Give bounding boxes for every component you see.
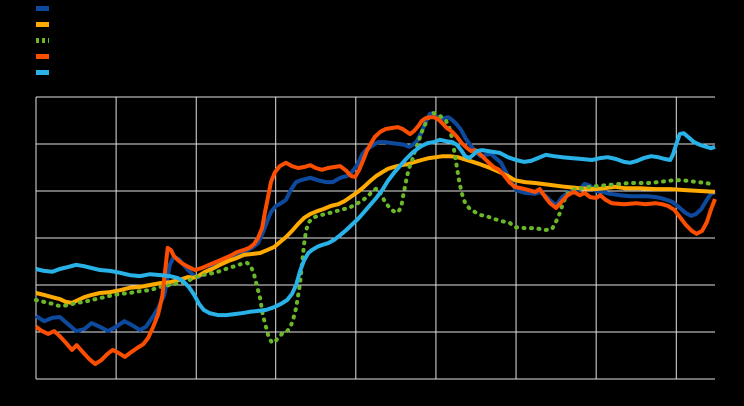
legend-key-icon bbox=[36, 69, 49, 75]
series-orange-red bbox=[34, 115, 717, 366]
series-amber bbox=[35, 154, 716, 305]
legend-item bbox=[36, 0, 55, 16]
series-green-dotted bbox=[34, 111, 717, 345]
legend-item bbox=[36, 64, 55, 80]
series-light-blue bbox=[35, 131, 716, 318]
legend-key-icon bbox=[36, 53, 49, 59]
legend-key-icon bbox=[36, 37, 49, 43]
legend-key-icon bbox=[36, 21, 49, 27]
legend-key-icon bbox=[36, 5, 49, 11]
series-dark-blue bbox=[34, 111, 716, 334]
legend-item bbox=[36, 16, 55, 32]
legend-item bbox=[36, 32, 55, 48]
legend-item bbox=[36, 48, 55, 64]
legend bbox=[36, 0, 55, 80]
